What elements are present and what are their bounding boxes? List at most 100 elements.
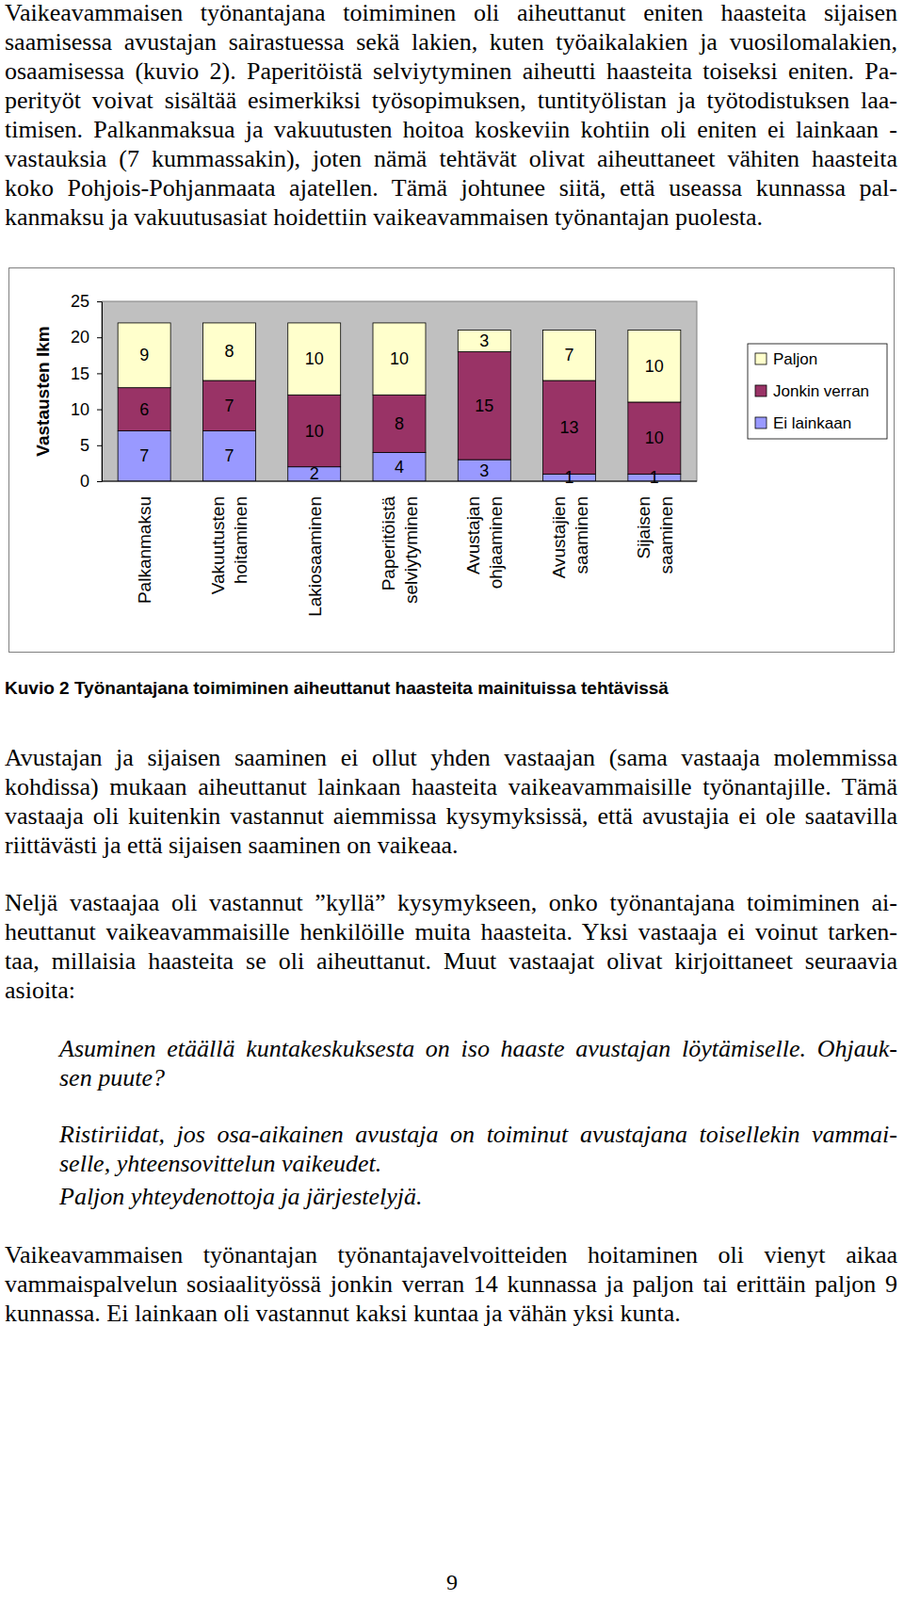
line-text: perityöt voivat sisältää esimerkiksi työ… [4,86,898,114]
y-tick-mark [96,301,102,303]
bar-segment [202,380,256,431]
line-text: heuttanut vaikeavammaisille henkilöille … [4,918,898,946]
text-line: Vaikeavammaisen työnantajan työnantajave… [4,1240,898,1270]
text-line: Ristiriidat, jos osa-aikainen avustaja o… [59,1119,898,1149]
bar-segment [288,394,341,467]
x-tick-label: Sijaisensaaminen [632,496,676,574]
bar-segment [117,431,171,482]
line-text: kanmaksu ja vakuutusasiat hoidettiin vai… [4,203,763,231]
quote: Paljon yhteydenottoja ja järjestelyjä. [59,1181,898,1211]
text-line: Vaikeavammaisen työnantajana toimiminen … [4,0,898,28]
line-text: sen puute? [59,1064,165,1092]
data-label: 8 [224,341,234,361]
text-line: timisen. Palkanmaksua ja vakuutusten hoi… [4,114,898,145]
line-text: kohdissa) mukaan aiheuttanut lainkaan ha… [4,773,898,801]
paragraph: Vaikeavammaisen työnantajana toimiminen … [4,0,898,232]
line-text: koko Pohjois-Pohjanmaata ajatellen. Tämä… [4,174,898,202]
bar-segment [543,330,597,381]
line-text: vammaispalvelun sosiaalityössä jonkin ve… [4,1270,898,1298]
bar-segment [543,380,597,474]
line-text: osaamisessa (kuvio 2). Paperitöistä selv… [4,57,898,85]
line-text: timisen. Palkanmaksua ja vakuutusten hoi… [4,115,898,144]
legend-swatch [755,385,767,397]
data-label: 3 [479,331,489,351]
text-line: sen puute? [59,1063,898,1093]
paragraph: Avustajan ja sijaisen saaminen ei ollut … [4,742,898,860]
data-label: 7 [139,446,149,466]
y-tick-label: 25 [70,291,90,311]
legend-swatch [755,417,767,429]
data-label: 9 [139,345,149,365]
text-line: kunnassa. Ei lainkaan oli vastannut kaks… [4,1298,898,1328]
text-line: kanmaksu ja vakuutusasiat hoidettiin vai… [4,202,898,232]
bar-segment [117,322,171,388]
paragraph: Neljä vastaajaa oli vastannut ”kyllä” ky… [4,887,898,1005]
text-line: vammaispalvelun sosiaalityössä jonkin ve… [4,1269,898,1299]
line-text: vastauksia (7 kummassakin), joten nämä t… [4,145,898,173]
bars [117,322,681,482]
text-line: heuttanut vaikeavammaisille henkilöille … [4,917,898,947]
data-label: 13 [560,418,580,437]
data-label: 10 [305,349,324,369]
data-label: 1 [565,468,575,487]
y-tick: 25 [70,291,102,311]
bar-segment [288,322,341,395]
bar-segment [202,431,256,482]
data-label: 6 [139,400,149,420]
data-label: 7 [224,396,234,416]
page-number: 9 [0,1569,904,1596]
line-text: kunnassa. Ei lainkaan oli vastannut kaks… [4,1299,681,1327]
label-line: Palkanmaksu [134,496,155,604]
x-axis-labels: Palkanmaksu Vakuutustenhoitaminen Lakiosaa… [134,496,677,617]
plot-area [101,301,697,482]
data-label: 10 [645,428,664,448]
line-text: Asuminen etäällä kuntakeskuksesta on iso… [59,1034,898,1063]
text-line: kohdissa) mukaan aiheuttanut lainkaan ha… [4,772,898,802]
line-text: Paljon yhteydenottoja ja järjestelyjä. [59,1182,423,1211]
legend-label: Jonkin verran [773,382,870,401]
line-text: Vaikeavammaisen työnantajan työnantajave… [4,1241,898,1269]
legend-label: Paljon [773,350,818,369]
y-tick-mark [96,409,102,411]
text-line: taa, millaisia haasteita se oli aiheutta… [4,946,898,976]
x-tick-label: Paperitöistäselviytyminen [378,496,421,604]
label-line: selviytyminen [401,496,421,604]
text-line: koko Pohjois-Pohjanmaata ajatellen. Tämä… [4,173,898,203]
line-text: vastaaja oli kuitenkin vastannut aiemmis… [4,802,898,830]
y-axis-title: Vastausten lkm [32,325,53,456]
bar-segment [628,330,681,403]
x-axis-line [101,481,697,483]
x-tick-label: Avustajanohjaaminen [463,496,506,589]
y-tick-mark [96,445,102,447]
y-tick-mark [96,372,102,374]
data-label: 8 [394,414,404,434]
data-label: 4 [394,457,404,477]
bar-segment [372,322,426,395]
bar-segment [628,402,681,474]
label-line: Vakuutusten [208,496,228,595]
y-tick-mark [96,337,102,339]
y-tick: 0 [80,471,102,491]
x-tick-label: Lakiosaaminen [304,496,324,617]
line-text: saamisessa avustajan sairastuessa sekä l… [4,28,898,56]
label-line: hoitaminen [230,496,251,584]
y-axis: 0510152025 [70,291,103,491]
figure-caption: Kuvio 2 Työnantajana toimiminen aiheutta… [4,677,669,700]
chart-frame [9,268,895,653]
y-tick: 15 [70,364,102,384]
y-axis-line [101,302,103,483]
text-line: selle, yhteensovittelun vaikeudet. [59,1148,898,1179]
data-label: 10 [305,421,324,441]
x-tick-label: Vakuutustenhoitaminen [208,496,251,595]
bar-segment [457,351,511,460]
line-text: Neljä vastaajaa oli vastannut ”kyllä” ky… [4,888,898,917]
y-tick-label: 5 [80,435,90,455]
data-label: 10 [389,349,409,369]
bar-segment [202,322,256,381]
y-tick-label: 10 [70,400,90,420]
line-text: asioita: [4,976,76,1004]
text-line: asioita: [4,975,898,1005]
x-tick-label: Palkanmaksu [134,496,155,604]
bar-segment [372,394,426,452]
label-line: ohjaaminen [485,496,506,589]
